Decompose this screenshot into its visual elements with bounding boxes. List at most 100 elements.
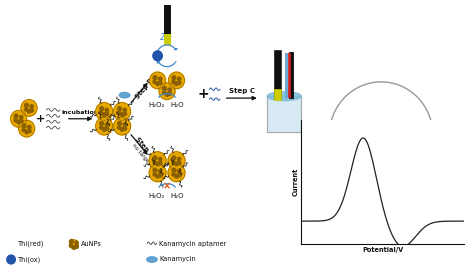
Text: +: + <box>197 87 209 101</box>
Circle shape <box>123 112 127 116</box>
Circle shape <box>17 120 20 124</box>
Circle shape <box>165 92 169 96</box>
Ellipse shape <box>147 257 157 262</box>
Text: H₂O: H₂O <box>171 103 184 109</box>
Circle shape <box>172 173 175 176</box>
Circle shape <box>175 174 178 178</box>
Circle shape <box>21 100 37 116</box>
Circle shape <box>118 122 121 125</box>
Circle shape <box>114 117 131 135</box>
Circle shape <box>100 111 103 115</box>
Circle shape <box>159 162 162 165</box>
Circle shape <box>96 117 113 135</box>
Circle shape <box>153 160 156 164</box>
Circle shape <box>158 77 162 81</box>
Circle shape <box>153 51 162 61</box>
Circle shape <box>69 244 73 247</box>
Circle shape <box>150 72 165 89</box>
Circle shape <box>168 88 171 91</box>
Circle shape <box>153 156 157 160</box>
Circle shape <box>22 129 25 132</box>
Circle shape <box>123 108 127 112</box>
Circle shape <box>14 119 17 122</box>
Circle shape <box>172 76 176 80</box>
Circle shape <box>172 80 175 84</box>
Circle shape <box>175 162 178 166</box>
Circle shape <box>20 120 23 123</box>
Circle shape <box>100 107 103 111</box>
Circle shape <box>70 240 78 249</box>
Circle shape <box>106 127 109 130</box>
Ellipse shape <box>119 92 130 98</box>
Circle shape <box>27 109 31 113</box>
Circle shape <box>153 80 156 84</box>
Circle shape <box>175 82 178 85</box>
Circle shape <box>18 120 35 137</box>
Circle shape <box>123 127 127 130</box>
Circle shape <box>177 170 181 173</box>
Circle shape <box>100 126 103 129</box>
Circle shape <box>25 103 28 107</box>
Circle shape <box>118 126 120 129</box>
Circle shape <box>7 255 15 264</box>
Circle shape <box>19 116 23 119</box>
Circle shape <box>178 81 181 85</box>
Circle shape <box>156 174 159 178</box>
Circle shape <box>172 168 176 172</box>
Polygon shape <box>267 96 301 132</box>
Circle shape <box>14 114 18 118</box>
Text: H₂O: H₂O <box>171 193 184 199</box>
Text: H₂O₂: H₂O₂ <box>148 103 165 109</box>
Circle shape <box>120 128 124 131</box>
Circle shape <box>70 240 73 243</box>
Circle shape <box>27 125 31 129</box>
Circle shape <box>168 92 172 95</box>
Circle shape <box>153 173 156 176</box>
Text: Thi(ox): Thi(ox) <box>18 256 41 263</box>
Text: Step C: Step C <box>229 88 255 94</box>
Circle shape <box>28 129 31 133</box>
Circle shape <box>159 83 175 100</box>
Circle shape <box>153 168 157 172</box>
Circle shape <box>102 113 106 116</box>
Circle shape <box>118 107 121 111</box>
Circle shape <box>178 174 181 177</box>
Circle shape <box>149 164 166 182</box>
Circle shape <box>100 122 103 125</box>
Circle shape <box>156 162 159 166</box>
Circle shape <box>75 245 78 248</box>
Circle shape <box>123 123 127 126</box>
Circle shape <box>158 157 162 161</box>
Circle shape <box>168 152 185 169</box>
Circle shape <box>25 130 28 134</box>
Circle shape <box>25 108 27 111</box>
Text: 2e⁻: 2e⁻ <box>160 33 174 42</box>
Text: ×: × <box>163 182 171 192</box>
Circle shape <box>105 123 109 126</box>
Circle shape <box>30 109 34 112</box>
Circle shape <box>102 128 106 131</box>
Circle shape <box>10 110 27 127</box>
Circle shape <box>168 164 185 182</box>
Circle shape <box>114 103 131 120</box>
Circle shape <box>156 82 159 85</box>
Text: +: + <box>36 114 46 124</box>
Text: no targets: no targets <box>131 143 153 168</box>
Circle shape <box>149 152 166 169</box>
Circle shape <box>172 156 176 160</box>
Text: AuNPs: AuNPs <box>81 241 102 247</box>
Circle shape <box>96 103 113 120</box>
Circle shape <box>159 174 162 177</box>
Circle shape <box>75 241 78 245</box>
Circle shape <box>163 86 166 91</box>
Ellipse shape <box>267 92 301 101</box>
Text: Kanamycin aptamer: Kanamycin aptamer <box>159 241 227 247</box>
Circle shape <box>22 124 26 128</box>
Circle shape <box>177 77 181 81</box>
Text: incubation: incubation <box>62 110 99 115</box>
Circle shape <box>168 72 184 89</box>
Circle shape <box>105 108 109 112</box>
Circle shape <box>172 51 181 61</box>
Text: Step B: Step B <box>134 78 154 100</box>
Circle shape <box>7 240 15 249</box>
